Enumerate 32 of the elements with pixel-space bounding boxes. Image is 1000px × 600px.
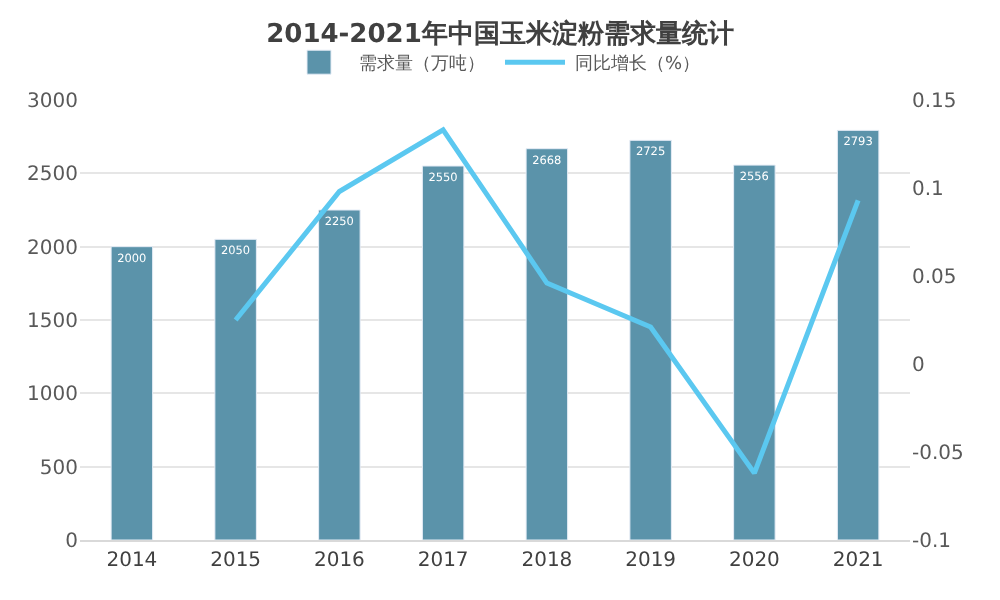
x-tick-label: 2019: [625, 550, 677, 572]
y-tick-label: 2500: [27, 164, 78, 187]
legend-label: 同比增长（%）: [575, 53, 701, 76]
bar: [525, 148, 569, 540]
y2-tick-label: 0.1: [912, 179, 944, 201]
y-tick-label: 2000: [27, 237, 78, 260]
x-tick-label: 2020: [728, 550, 780, 572]
bar: [836, 129, 880, 540]
y2-tick-label: -0.05: [912, 443, 964, 465]
y2-tick-label: 0: [912, 355, 925, 377]
x-tick-label: 2016: [313, 550, 365, 572]
y-tick-label: 3000: [27, 91, 78, 113]
bar: [421, 165, 465, 540]
y2-tick-label: 0.15: [912, 91, 957, 113]
x-tick-label: 2018: [521, 550, 573, 572]
y-tick-label: 0: [65, 531, 78, 553]
y-tick-label: 1000: [27, 384, 78, 407]
bar: [214, 238, 257, 540]
y2-tick-label: -0.1: [912, 531, 952, 553]
bar: [110, 246, 154, 540]
bar: [629, 139, 672, 540]
bar: [733, 164, 776, 540]
x-tick-label: 2014: [106, 550, 158, 572]
x-tick-label: 2015: [210, 550, 262, 572]
chart-title: 2014-2021年中国玉米淀粉需求量统计: [266, 18, 734, 51]
x-tick-label: 2017: [417, 550, 469, 572]
y-tick-label: 500: [39, 457, 78, 480]
bar: [318, 209, 361, 540]
y2-tick-label: 0.05: [912, 267, 957, 289]
x-tick-label: 2021: [832, 550, 884, 572]
y-tick-label: 1500: [27, 311, 78, 333]
legend-label: 需求量（万吨）: [359, 53, 485, 76]
